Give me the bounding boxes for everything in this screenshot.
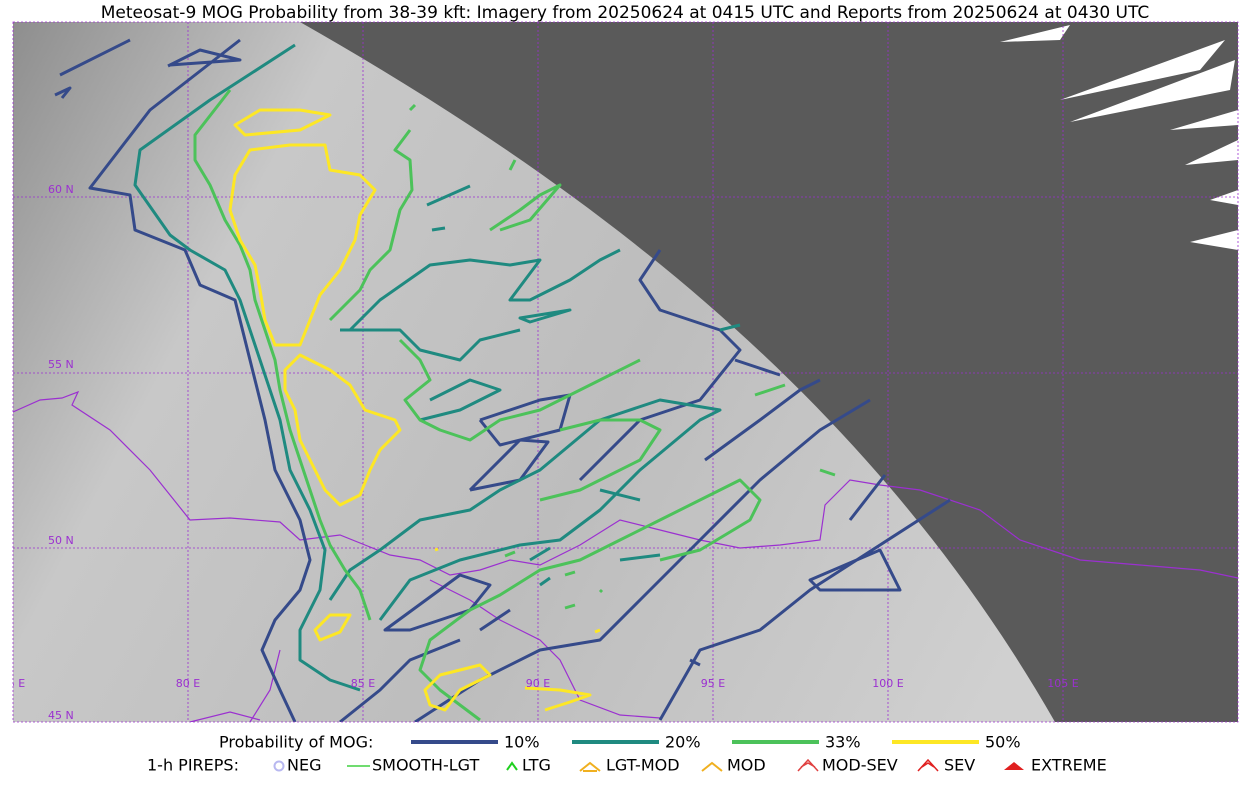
lat-label: 50 N [48,534,74,547]
lat-label: 55 N [48,358,74,371]
neg-symbol [273,760,285,772]
legend-entry: 33% [825,733,861,752]
lon-label: 75 E [1,677,25,690]
lgt-mod-symbol [579,761,601,772]
extreme-symbol [1004,762,1024,770]
ltg-symbol [506,761,518,771]
pirep-legend: 1-h PIREPS: NEG SMOOTH-LGT LTG LGT-MOD M… [147,756,1107,775]
legend-label: Probability of MOG: [219,733,373,752]
mod-symbol [701,761,723,772]
lat-labels: 60 N 55 N 50 N 45 N [48,183,74,722]
legend-entry: MOD-SEV [822,756,898,775]
legend-entry: LTG [522,756,551,775]
legend-entry: LGT-MOD [606,756,680,775]
probability-legend: Probability of MOG: 10% 20% 33% 50% [219,733,1021,752]
legend-entry: EXTREME [1031,756,1107,775]
graticule [13,22,1238,722]
legend-entry: SEV [944,756,975,775]
legend-entry: 50% [985,733,1021,752]
lon-label: 100 E [872,677,903,690]
lon-labels: 75 E 80 E 85 E 90 E 95 E 100 E 105 E [1,677,1079,690]
legend-label: 1-h PIREPS: [147,756,239,775]
space-region [300,22,1238,722]
legend-entry: MOD [727,756,766,775]
legend-entry: NEG [287,756,321,775]
legend-entry: SMOOTH-LGT [372,756,479,775]
lat-label: 45 N [48,709,74,722]
lon-label: 95 E [701,677,725,690]
legend-entry: 20% [665,733,701,752]
lat-label: 60 N [48,183,74,196]
map: 60 N 55 N 50 N 45 N 75 E 80 E 85 E 90 E … [1,22,1238,722]
lon-label: 85 E [351,677,375,690]
lon-label: 90 E [526,677,550,690]
lon-label: 80 E [176,677,200,690]
lon-label: 105 E [1047,677,1078,690]
contours [54,38,951,722]
image-artifacts [1000,25,1238,250]
title: Meteosat-9 MOG Probability from 38-39 kf… [101,3,1150,23]
mod-sev-symbol [797,758,819,772]
legend-entry: 10% [504,733,540,752]
sev-symbol [917,758,939,772]
map-frame [12,21,1239,723]
